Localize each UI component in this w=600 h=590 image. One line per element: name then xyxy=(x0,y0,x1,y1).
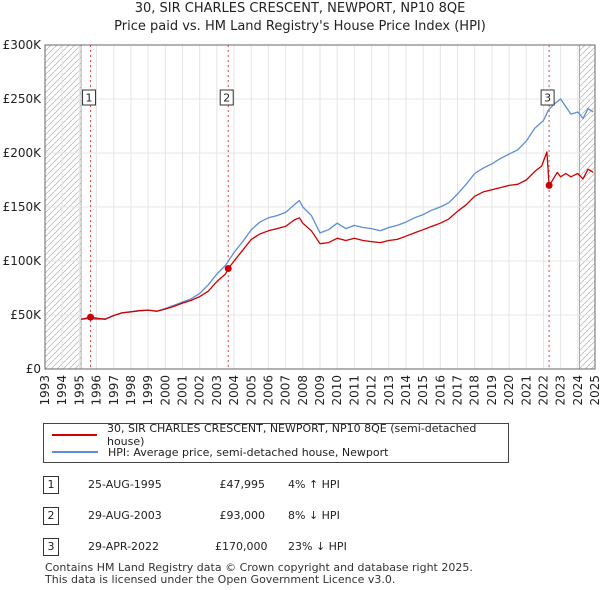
x-tick-label: 2008 xyxy=(296,375,310,406)
x-tick-label: 2001 xyxy=(176,375,190,406)
sale-point xyxy=(224,265,232,273)
y-tick-label: £200K xyxy=(3,146,43,160)
transaction-hpi-diff: 23% ↓ HPI xyxy=(288,540,347,553)
x-tick-label: 2007 xyxy=(279,375,293,406)
legend-item-hpi: HPI: Average price, semi-detached house,… xyxy=(52,444,388,460)
transaction-date: 29-APR-2022 xyxy=(88,540,160,553)
transaction-price: £170,000 xyxy=(215,540,268,553)
chart-subtitle: Price paid vs. HM Land Registry's House … xyxy=(114,19,486,34)
transaction-date: 25-AUG-1995 xyxy=(88,478,162,491)
transaction-hpi-diff: 8% ↓ HPI xyxy=(288,509,340,522)
transaction-price: £47,995 xyxy=(219,478,266,491)
transaction-price: £93,000 xyxy=(219,509,266,522)
transaction-number: 1 xyxy=(43,476,59,494)
x-tick-label: 2019 xyxy=(485,375,499,406)
legend-item-property: 30, SIR CHARLES CRESCENT, NEWPORT, NP10 … xyxy=(52,422,508,448)
transaction-number: 3 xyxy=(43,538,59,556)
sale-label-box xyxy=(82,89,97,106)
x-tick-label: 1993 xyxy=(38,375,52,406)
sale-label: 2 xyxy=(223,92,230,105)
x-tick-label: 2015 xyxy=(416,375,430,406)
x-tick-label: 2012 xyxy=(365,375,379,406)
x-tick-label: 2010 xyxy=(330,375,344,406)
x-tick-label: 2017 xyxy=(451,375,465,406)
sale-label-box xyxy=(540,89,555,106)
transaction-row: 3 29-APR-2022 £170,000 23% ↓ HPI xyxy=(0,538,600,558)
x-tick-label: 2022 xyxy=(536,375,550,406)
y-tick-label: £250K xyxy=(3,92,43,106)
transaction-row: 1 25-AUG-1995 £47,995 4% ↑ HPI xyxy=(0,476,600,496)
x-tick-label: 2009 xyxy=(313,375,327,406)
legend-label-property: 30, SIR CHARLES CRESCENT, NEWPORT, NP10 … xyxy=(106,422,477,448)
transaction-row: 2 29-AUG-2003 £93,000 8% ↓ HPI xyxy=(0,507,600,527)
x-tick-label: 2021 xyxy=(519,375,533,406)
x-tick-label: 2023 xyxy=(554,375,568,406)
sale-label: 3 xyxy=(544,92,551,105)
x-tick-label: 1995 xyxy=(72,375,86,406)
transaction-hpi-diff: 4% ↑ HPI xyxy=(288,478,340,491)
footer-copyright: Contains HM Land Registry data © Crown c… xyxy=(45,561,473,574)
x-tick-label: 2004 xyxy=(227,375,241,406)
plot-frame xyxy=(44,44,596,370)
x-tick-label: 2006 xyxy=(261,375,275,406)
sale-label-box xyxy=(219,89,234,106)
y-tick-label: £0 xyxy=(26,362,41,376)
x-tick-label: 2000 xyxy=(158,375,172,406)
x-tick-label: 1999 xyxy=(141,375,155,406)
sale-point xyxy=(545,181,553,189)
x-tick-label: 2014 xyxy=(399,375,413,406)
legend-label-hpi: HPI: Average price, semi-detached house,… xyxy=(108,445,389,459)
x-tick-label: 2003 xyxy=(210,375,224,406)
y-tick-label: £100K xyxy=(3,254,43,268)
x-tick-label: 2018 xyxy=(468,375,482,406)
transaction-number: 2 xyxy=(43,507,59,525)
legend-swatch-property xyxy=(52,434,97,436)
legend-swatch-hpi xyxy=(52,451,98,453)
footer-licence: This data is licensed under the Open Gov… xyxy=(45,573,396,586)
x-tick-label: 1996 xyxy=(90,375,104,406)
x-tick-label: 2025 xyxy=(588,375,600,406)
x-tick-label: 2024 xyxy=(571,375,585,406)
sale-point xyxy=(87,313,95,321)
x-tick-label: 2013 xyxy=(382,375,396,406)
x-tick-label: 2011 xyxy=(347,375,361,406)
legend: 30, SIR CHARLES CRESCENT, NEWPORT, NP10 … xyxy=(43,422,509,463)
x-tick-label: 1994 xyxy=(55,375,69,406)
sale-label: 1 xyxy=(86,92,93,105)
property-price-line xyxy=(80,151,594,320)
y-tick-label: £300K xyxy=(3,38,43,52)
x-tick-label: 1998 xyxy=(124,375,138,406)
x-tick-label: 1997 xyxy=(107,375,121,406)
chart-title: 30, SIR CHARLES CRESCENT, NEWPORT, NP10 … xyxy=(134,1,466,16)
x-tick-label: 2016 xyxy=(433,375,447,406)
x-tick-label: 2002 xyxy=(193,375,207,406)
hpi-line xyxy=(81,98,594,320)
transaction-date: 29-AUG-2003 xyxy=(88,509,162,522)
x-tick-label: 2020 xyxy=(502,375,516,406)
y-tick-label: £50K xyxy=(10,308,42,322)
y-tick-label: £150K xyxy=(3,200,43,214)
x-tick-label: 2005 xyxy=(244,375,258,406)
